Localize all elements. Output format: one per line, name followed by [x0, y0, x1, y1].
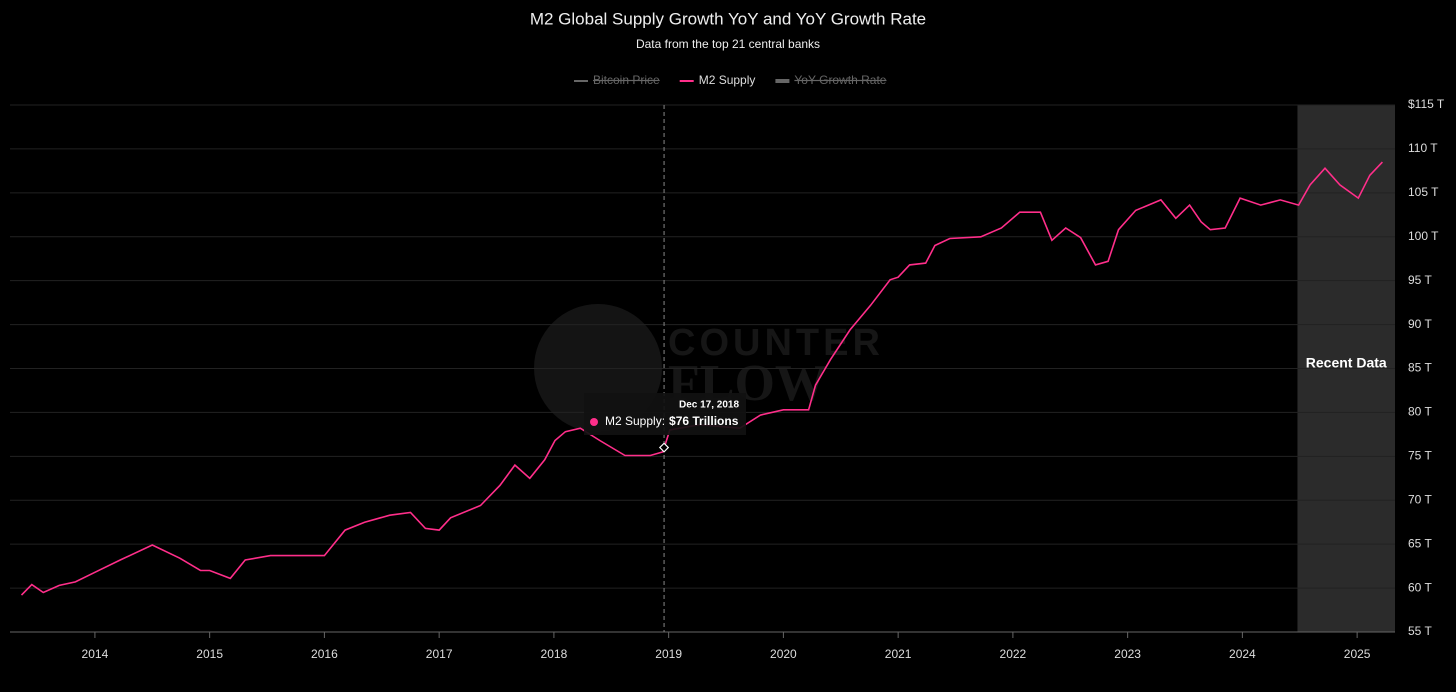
y-tick-label: 85 T	[1408, 361, 1432, 375]
y-tick-label: 65 T	[1408, 536, 1432, 550]
tooltip-date: Dec 17, 2018	[679, 400, 739, 411]
x-tick-label: 2017	[426, 647, 453, 661]
x-tick-label: 2015	[196, 647, 223, 661]
x-tick-label: 2025	[1344, 647, 1371, 661]
tooltip-value: $76 Trillions	[669, 414, 739, 428]
tooltip-label: M2 Supply:	[605, 414, 665, 428]
x-tick-label: 2014	[82, 647, 109, 661]
tooltip-dot	[590, 418, 598, 426]
x-tick-label: 2016	[311, 647, 338, 661]
tooltip-box	[584, 393, 746, 435]
line-series	[20, 161, 1383, 596]
highlight-label: Recent Data	[1306, 355, 1387, 371]
x-tick-label: 2021	[885, 647, 912, 661]
legend-label[interactable]: YoY Growth Rate	[794, 73, 886, 87]
x-tick-label: 2022	[1000, 647, 1027, 661]
y-tick-label: 100 T	[1408, 229, 1439, 243]
legend-swatch	[775, 79, 790, 83]
y-tick-label: 70 T	[1408, 492, 1432, 506]
x-tick-label: 2019	[655, 647, 682, 661]
legend-label[interactable]: M2 Supply	[699, 73, 756, 87]
x-tick-label: 2024	[1229, 647, 1256, 661]
y-tick-label: 95 T	[1408, 273, 1432, 287]
x-tick-label: 2018	[541, 647, 568, 661]
chart-subtitle: Data from the top 21 central banks	[636, 37, 820, 51]
y-tick-label: 80 T	[1408, 405, 1432, 419]
y-tick-label: 55 T	[1408, 624, 1432, 638]
y-tick-label: 60 T	[1408, 580, 1432, 594]
y-tick-label: 110 T	[1408, 141, 1438, 155]
legend-swatch	[574, 80, 588, 82]
chart-title: M2 Global Supply Growth YoY and YoY Grow…	[530, 9, 926, 28]
legend-label[interactable]: Bitcoin Price	[593, 73, 660, 87]
y-tick-label: $115 T	[1408, 97, 1445, 111]
x-tick-label: 2023	[1114, 647, 1141, 661]
legend-swatch	[679, 80, 694, 82]
hover-marker	[658, 442, 670, 453]
y-tick-label: 105 T	[1408, 185, 1439, 199]
x-tick-label: 2020	[770, 647, 797, 661]
watermark-text: COUNTER	[668, 322, 884, 364]
y-tick-label: 90 T	[1408, 317, 1432, 331]
y-tick-label: 75 T	[1408, 449, 1432, 463]
